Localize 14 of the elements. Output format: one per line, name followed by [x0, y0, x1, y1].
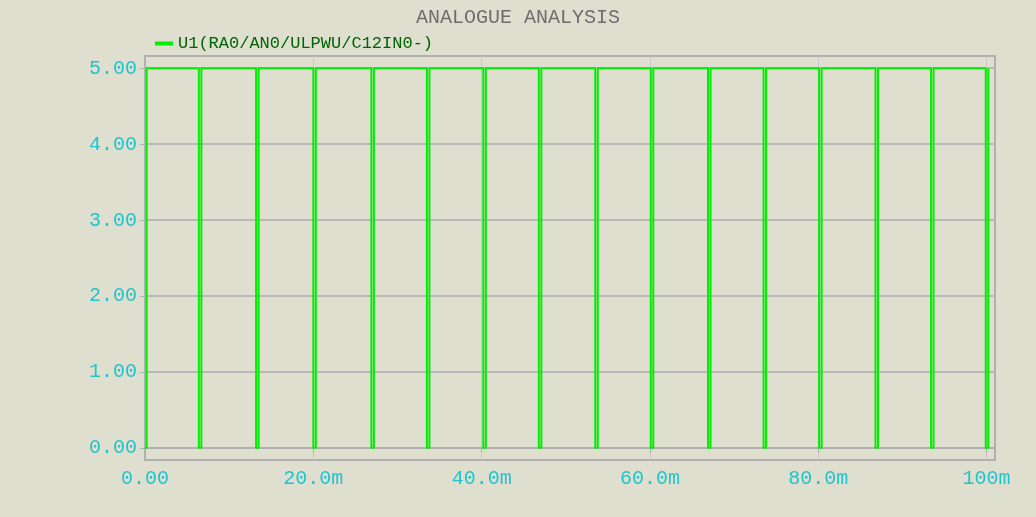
y-tick-label: 1.00 [88, 360, 137, 384]
x-tick-label: 80.0m [788, 466, 849, 490]
y-tick-label: 0.00 [88, 436, 137, 460]
chart-title: ANALOGUE ANALYSIS [415, 5, 621, 29]
x-tick-label: 40.0m [451, 466, 512, 490]
y-tick-label: 5.00 [88, 56, 137, 80]
y-tick-label: 2.00 [88, 284, 137, 308]
legend-label: U1(RA0/AN0/ULPWU/C12IN0-) [178, 34, 434, 53]
x-tick-label: 100m [962, 466, 1011, 490]
y-tick-label: 4.00 [88, 132, 137, 156]
x-tick-label: 20.0m [283, 466, 344, 490]
x-tick-label: 60.0m [619, 466, 680, 490]
y-tick-label: 3.00 [88, 208, 137, 232]
x-tick-label: 0.00 [120, 466, 170, 490]
